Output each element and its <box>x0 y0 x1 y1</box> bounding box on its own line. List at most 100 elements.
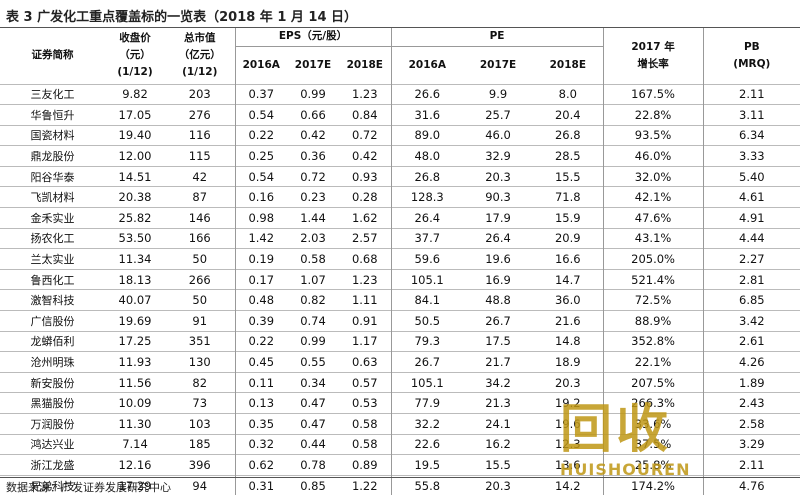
header-close: 收盘价 （元） (1/12) <box>105 28 165 84</box>
cell: 33.6% <box>602 413 704 435</box>
header-text: (MRQ) <box>733 57 771 70</box>
cell: 0.42 <box>287 124 339 146</box>
cell: 59.6 <box>390 248 464 270</box>
header-year: 2017E <box>479 58 517 71</box>
cell: 4.91 <box>702 207 800 229</box>
cell: 88.9% <box>602 310 704 332</box>
cell: 0.47 <box>287 413 339 435</box>
cell: 19.6 <box>533 413 604 435</box>
watermark: 回收 HUISHOUREN <box>560 400 690 480</box>
table-row: 金禾实业 25.82 146 0.98 1.44 1.62 26.4 17.9 15.9 47.6… <box>0 207 800 229</box>
cell: 0.85 <box>287 474 339 496</box>
cell: 166 <box>165 227 235 249</box>
cell: 6.85 <box>702 289 800 311</box>
cell: 19.40 <box>105 124 165 146</box>
cell: 0.74 <box>287 310 339 332</box>
cell: 87 <box>165 186 235 208</box>
cell: 71.8 <box>533 186 604 208</box>
cell: 0.84 <box>339 104 392 126</box>
cell: 36.0 <box>533 289 604 311</box>
cell: 9.82 <box>105 83 165 105</box>
cell: 53.50 <box>105 227 165 249</box>
cell: 0.62 <box>234 454 287 476</box>
cell: 50 <box>165 289 235 311</box>
cell: 266.3% <box>602 392 704 414</box>
cell: 12.3 <box>533 433 604 455</box>
cell: 22.1% <box>602 351 704 373</box>
cell: 28.5 <box>533 145 604 167</box>
cell: 1.23 <box>339 268 392 290</box>
cell: 17.05 <box>105 104 165 126</box>
header-text: 总市值 <box>184 32 216 45</box>
cell: 18.13 <box>105 268 165 290</box>
cell: 2.11 <box>702 83 800 105</box>
cell: 79.3 <box>390 330 464 352</box>
cell: 5.40 <box>702 165 800 187</box>
table-row: 国瓷材料 19.40 116 0.22 0.42 0.72 89.0 46.0 26.8 93.5… <box>0 124 800 146</box>
cell: 20.3 <box>463 474 534 496</box>
cell: 16.6 <box>533 248 604 270</box>
watermark-main: 回收 <box>560 400 673 460</box>
stock-name: 国瓷材料 <box>0 124 105 146</box>
cell: 73 <box>165 392 235 414</box>
cell: 396 <box>165 454 235 476</box>
cell: 1.07 <box>287 268 339 290</box>
cell: 34.2 <box>463 371 534 393</box>
header-year: 2018E <box>549 58 586 71</box>
cell: 20.3 <box>463 165 534 187</box>
cell: 0.22 <box>234 124 287 146</box>
header-year: 2017E <box>294 58 332 71</box>
cell: 0.32 <box>234 433 287 455</box>
header-text: PB <box>743 40 760 53</box>
cell: 20.9 <box>533 227 604 249</box>
cell: 25.7 <box>463 104 534 126</box>
cell: 1.23 <box>339 83 392 105</box>
coverage-table: 证券简称 收盘价 （元） (1/12) 总市值 （亿元） (1/12) EPS（元/股）… <box>0 28 800 496</box>
header-year: 2018E <box>346 58 383 71</box>
cell: 8.0 <box>533 83 604 105</box>
cell: 46.0% <box>602 145 704 167</box>
cell: 20.3 <box>533 371 604 393</box>
cell: 3.33 <box>702 145 800 167</box>
cell: 32.2 <box>390 413 464 435</box>
cell: 26.6 <box>390 83 464 105</box>
cell: 130 <box>165 351 235 373</box>
table-row: 三友化工 9.82 203 0.37 0.99 1.23 26.6 9.9 8.0 167.5% 2… <box>0 83 800 105</box>
cell: 0.25 <box>234 145 287 167</box>
cell: 20.38 <box>105 186 165 208</box>
cell: 0.72 <box>287 165 339 187</box>
cell: 21.7 <box>463 351 534 373</box>
stock-name: 新安股份 <box>0 371 105 393</box>
cell: 0.39 <box>234 310 287 332</box>
cell: 352.8% <box>602 330 704 352</box>
cell: 3.42 <box>702 310 800 332</box>
cell: 32.9 <box>463 145 534 167</box>
stock-name: 万润股份 <box>0 413 105 435</box>
cell: 0.72 <box>339 124 392 146</box>
cell: 19.69 <box>105 310 165 332</box>
stock-name: 扬农化工 <box>0 227 105 249</box>
stock-name: 激智科技 <box>0 289 105 311</box>
stock-name: 兰太实业 <box>0 248 105 270</box>
header-text: （元） <box>119 49 151 62</box>
cell: 0.16 <box>234 186 287 208</box>
cell: 20.4 <box>533 104 604 126</box>
stock-name: 龙蟒佰利 <box>0 330 105 352</box>
header-text: 增长率 <box>637 57 669 70</box>
cell: 37.5% <box>602 433 704 455</box>
cell: 2.61 <box>702 330 800 352</box>
cell: 1.89 <box>702 371 800 393</box>
cell: 4.44 <box>702 227 800 249</box>
cell: 0.19 <box>234 248 287 270</box>
cell: 203 <box>165 83 235 105</box>
cell: 1.11 <box>339 289 392 311</box>
cell: 37.7 <box>390 227 464 249</box>
cell: 7.14 <box>105 433 165 455</box>
cell: 0.31 <box>234 474 287 496</box>
cell: 105.1 <box>390 371 464 393</box>
cell: 12.16 <box>105 454 165 476</box>
cell: 9.9 <box>463 83 534 105</box>
cell: 14.51 <box>105 165 165 187</box>
header-text: （亿元） <box>178 49 221 62</box>
